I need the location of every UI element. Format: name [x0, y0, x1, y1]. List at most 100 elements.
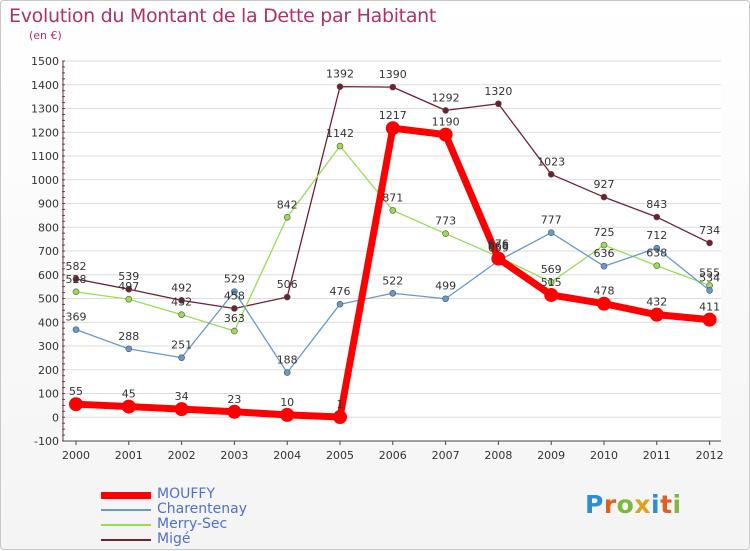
data-label: 668	[488, 240, 509, 253]
data-point	[125, 295, 133, 303]
y-tick-label: 800	[38, 221, 59, 234]
data-point	[336, 300, 344, 308]
data-label: 188	[277, 354, 298, 367]
legend-swatch	[101, 492, 151, 499]
data-point	[600, 241, 608, 249]
data-point	[600, 262, 608, 270]
data-label: 539	[118, 270, 139, 283]
data-point	[69, 397, 83, 412]
data-point	[544, 287, 559, 302]
legend-swatch	[101, 509, 151, 511]
data-label: 1392	[326, 68, 354, 81]
data-label: 529	[224, 273, 245, 286]
x-tick-label: 2001	[115, 449, 143, 462]
data-label: 569	[541, 263, 562, 276]
x-tick-label: 2008	[484, 449, 512, 462]
data-label: 725	[594, 226, 615, 239]
data-point	[178, 354, 185, 361]
chart-title: Evolution du Montant de la Dette par Hab…	[9, 5, 437, 27]
y-tick-label: 700	[38, 245, 59, 258]
data-point	[72, 288, 80, 296]
data-point	[491, 251, 506, 266]
data-point	[174, 402, 189, 417]
data-point	[702, 312, 717, 327]
data-label: 638	[646, 247, 667, 260]
data-label: 659	[488, 242, 509, 255]
data-point	[385, 121, 400, 136]
data-label: 843	[646, 198, 667, 211]
data-label: 1	[337, 398, 344, 411]
data-label: 1217	[379, 109, 407, 122]
data-label: 676	[488, 238, 509, 251]
logo-letter: t	[660, 490, 673, 519]
data-point	[336, 142, 344, 150]
data-point	[495, 100, 502, 108]
data-label: 1390	[379, 68, 407, 81]
legend-label: Merry-Sec	[157, 516, 228, 532]
y-tick-label: 1000	[31, 174, 59, 187]
legend-swatch	[101, 524, 151, 526]
y-tick-label: -100	[34, 435, 59, 448]
logo-letter: i	[651, 490, 661, 519]
x-tick-label: 2010	[590, 449, 618, 462]
y-tick-label: 1200	[31, 126, 59, 139]
x-tick-label: 2009	[537, 449, 565, 462]
y-tick-label: 1100	[31, 150, 59, 163]
data-label: 411	[699, 301, 720, 314]
data-label: 369	[66, 311, 87, 324]
logo-letter: i	[672, 490, 682, 519]
data-label: 712	[646, 229, 667, 242]
logo-letter: x	[634, 490, 651, 519]
data-point	[389, 289, 397, 297]
data-label: 1190	[432, 116, 460, 129]
data-label: 528	[66, 273, 87, 286]
data-point	[597, 296, 611, 311]
data-label: 45	[122, 388, 136, 401]
data-label: 478	[594, 285, 615, 298]
x-tick-label: 2011	[643, 449, 671, 462]
data-label: 1142	[326, 127, 354, 140]
y-tick-label: 400	[38, 316, 59, 329]
x-tick-label: 2002	[168, 449, 196, 462]
data-label: 506	[277, 278, 298, 291]
data-label: 499	[435, 280, 456, 293]
data-point	[125, 345, 133, 353]
data-point	[283, 293, 291, 301]
data-label: 492	[171, 281, 192, 294]
data-point	[178, 297, 185, 304]
y-tick-label: 500	[38, 293, 59, 306]
data-point	[653, 262, 661, 270]
data-point	[653, 244, 661, 252]
y-tick-label: 100	[38, 388, 59, 401]
data-label: 363	[224, 312, 245, 325]
data-point	[121, 399, 136, 414]
data-point	[280, 407, 295, 422]
data-label: 23	[227, 393, 241, 406]
data-point	[442, 107, 449, 114]
data-label: 1292	[432, 91, 460, 104]
data-point	[649, 307, 664, 322]
data-point	[333, 410, 347, 425]
logo-letter: o	[616, 490, 635, 519]
data-label: 555	[699, 266, 720, 279]
data-label: 432	[646, 296, 667, 309]
data-point	[231, 327, 238, 335]
data-label: 515	[541, 276, 562, 289]
data-point	[442, 230, 449, 237]
data-label: 777	[541, 214, 562, 227]
y-tick-label: 600	[38, 269, 59, 282]
x-tick-label: 2012	[696, 449, 724, 462]
data-point	[227, 404, 242, 419]
y-tick-label: 200	[38, 364, 59, 377]
logo-letter: P	[585, 490, 604, 519]
data-label: 432	[171, 296, 192, 309]
x-tick-label: 2005	[326, 449, 354, 462]
chart-unit-label: (en €)	[29, 29, 62, 42]
legend-label: MOUFFY	[157, 486, 216, 502]
data-label: 522	[382, 274, 403, 287]
data-point	[438, 127, 453, 142]
data-label: 842	[277, 198, 298, 211]
data-label: 582	[66, 260, 87, 273]
